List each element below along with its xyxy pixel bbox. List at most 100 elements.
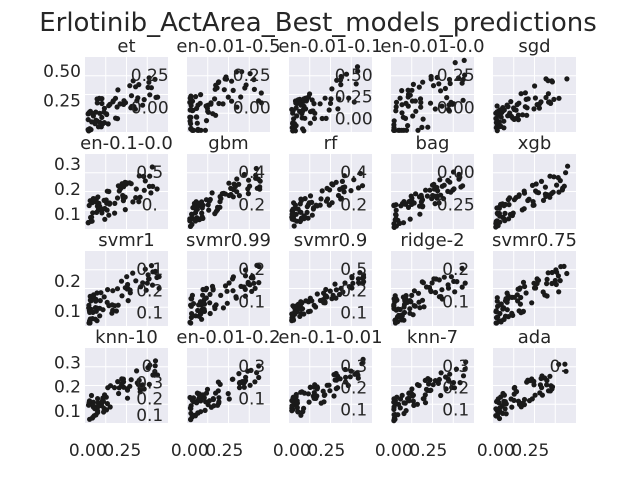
data-point [432, 378, 438, 384]
data-point [137, 385, 143, 392]
data-point [494, 407, 500, 413]
data-point [291, 200, 297, 206]
data-point [97, 110, 103, 116]
subplot-title: svmr0.75 [492, 230, 577, 251]
data-point [86, 302, 92, 308]
data-point [145, 272, 151, 278]
data-point [556, 361, 562, 367]
data-point [127, 180, 133, 186]
data-point [417, 211, 423, 217]
data-point [128, 377, 134, 383]
x-tick-label: 0.25 [205, 441, 243, 461]
data-point [144, 280, 150, 286]
data-point [337, 186, 343, 192]
subplot-rf: 0.4 0.2 rf [289, 133, 372, 229]
data-point [563, 368, 569, 374]
data-point [551, 174, 557, 180]
data-point [402, 400, 408, 406]
data-point [460, 76, 466, 83]
data-point [520, 112, 526, 118]
data-point [290, 128, 296, 134]
y-tick-label: 0.2 [54, 272, 81, 292]
data-point [451, 186, 457, 192]
data-point [245, 186, 251, 192]
y-tick-label: 0.3 [54, 354, 81, 374]
data-point [230, 87, 236, 93]
data-point [506, 216, 512, 222]
data-point [192, 210, 199, 216]
subplot-title: ridge-2 [400, 230, 464, 251]
data-point [101, 409, 107, 415]
subplot-title: gbm [208, 133, 248, 154]
data-point [402, 115, 409, 121]
data-point [497, 219, 503, 225]
data-point [512, 384, 518, 391]
data-point [230, 288, 236, 294]
data-point [113, 115, 119, 121]
data-point [100, 121, 106, 127]
data-point [200, 292, 206, 298]
data-point [133, 278, 139, 284]
data-point [212, 211, 218, 217]
data-point [115, 87, 121, 93]
data-point [555, 175, 561, 181]
data-point [493, 115, 499, 122]
data-point [225, 391, 231, 397]
y-tick-label: 0.1 [54, 302, 81, 322]
data-point [305, 391, 311, 397]
data-point [125, 298, 131, 304]
data-point [419, 124, 425, 130]
overlay-tick-label: 0.00 [233, 99, 271, 119]
data-point [403, 297, 409, 303]
subplot-ada: 0.000.25 0. ada [477, 327, 576, 461]
data-point [311, 115, 318, 122]
data-point [391, 296, 397, 302]
data-point [102, 216, 108, 222]
data-point [300, 126, 306, 132]
x-tick-label: 0.00 [171, 441, 209, 461]
data-point [187, 114, 193, 120]
overlay-tick-label: 0.2 [340, 282, 367, 302]
data-point [89, 119, 95, 125]
data-point [524, 379, 530, 385]
data-point [302, 115, 308, 121]
data-point [349, 285, 355, 291]
data-point [146, 276, 152, 282]
data-point [348, 188, 354, 194]
data-point [208, 101, 214, 107]
data-point [241, 384, 247, 390]
data-point [393, 108, 399, 114]
data-point [333, 295, 339, 301]
data-point [196, 200, 202, 206]
data-point [312, 395, 318, 401]
subplot-svmr0-75: svmr0.75 [492, 230, 577, 326]
data-point [530, 379, 537, 385]
data-point [323, 286, 329, 293]
data-point [97, 298, 103, 304]
data-point [416, 382, 422, 388]
data-point [393, 223, 399, 229]
data-point [322, 95, 328, 101]
data-point [328, 96, 334, 102]
data-point [324, 294, 330, 300]
data-point [497, 107, 503, 113]
data-point [462, 280, 468, 286]
data-point [236, 385, 243, 391]
data-point [119, 380, 125, 386]
data-point [109, 310, 115, 316]
overlay-tick-label: 0.2 [340, 379, 367, 399]
data-point [301, 311, 307, 317]
overlay-tick-label: 0.3 [238, 357, 265, 377]
y-tick-label: 0.50 [43, 62, 81, 82]
x-tick-label: 0.00 [273, 441, 311, 461]
subplot-knn-7: 0.000.25 0.30.20.1 knn-7 [375, 327, 474, 461]
data-point [88, 218, 94, 224]
data-point [301, 390, 307, 396]
subplot-title: en-0.01-0.1 [278, 36, 382, 57]
data-point [335, 106, 341, 112]
data-point [318, 400, 324, 406]
data-point [130, 78, 136, 84]
data-point [447, 80, 453, 87]
data-point [338, 73, 344, 80]
